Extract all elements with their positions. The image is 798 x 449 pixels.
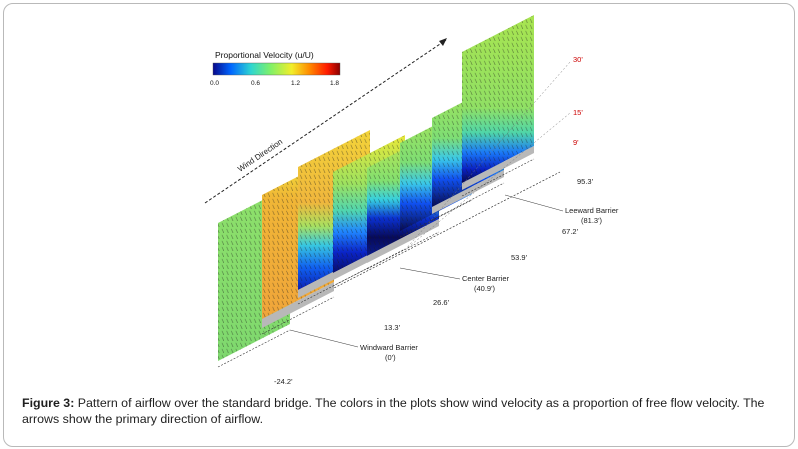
height-guides (404, 61, 571, 251)
wind-direction-arrow (204, 39, 447, 204)
caption-label: Figure 3: (22, 396, 75, 410)
station-labels: -24.2' 13.3' 26.6' 53.9' 67.2' 95.3' Win… (274, 177, 619, 386)
barrier-block (262, 282, 334, 328)
barrier-block (432, 170, 504, 214)
station-label: 67.2' (562, 227, 579, 236)
height-label-30: 30' (573, 55, 583, 64)
station-label: 95.3' (577, 177, 594, 186)
station-dimension-line (332, 248, 406, 287)
barrier-name: Windward Barrier (360, 343, 418, 352)
station-dimension-line (366, 231, 440, 270)
barrier-block (462, 146, 534, 190)
colorbar-tick: 1.2 (291, 80, 300, 87)
barrier-position: (0') (385, 353, 396, 362)
figure-caption: Figure 3: Pattern of airflow over the st… (22, 395, 778, 427)
station-label: 13.3' (384, 323, 401, 332)
barrier-block (367, 219, 439, 263)
colorbar-tick: 1.8 (330, 80, 339, 87)
deck-axis (218, 171, 561, 348)
leader-lines (289, 194, 564, 348)
station-dimension-line (431, 182, 505, 221)
colorbar-title: Proportional Velocity (u/U) (215, 50, 314, 60)
barrier-position: (40.9') (474, 284, 496, 293)
barrier-name: Leeward Barrier (565, 206, 619, 215)
caption-text: Pattern of airflow over the standard bri… (22, 396, 765, 426)
colorbar-tick: 0.0 (210, 80, 219, 87)
colorbar: Proportional Velocity (u/U) 0.0 0.6 1.2 … (210, 50, 341, 87)
station-dimension-line (399, 199, 473, 238)
velocity-planes (217, 15, 535, 368)
station-dimension-line (261, 296, 335, 335)
station-label: 53.9' (511, 253, 528, 262)
wind-direction-label: Wind Direction (236, 137, 284, 174)
station-label: -24.2' (274, 377, 293, 386)
barrier-name: Center Barrier (462, 274, 510, 283)
colorbar-tick: 0.6 (251, 80, 260, 87)
station-dimension-line (461, 158, 535, 197)
velocity-plane (461, 15, 535, 197)
colorbar-gradient (212, 62, 341, 76)
barrier-position: (81.3') (581, 216, 603, 225)
airflow-arrows (462, 15, 534, 183)
arrowhead-icon (439, 38, 447, 46)
station-label: 26.6' (433, 298, 450, 307)
height-label-15: 15' (573, 108, 583, 117)
height-label-9: 9' (573, 138, 579, 147)
station-dimension-line (217, 329, 291, 368)
